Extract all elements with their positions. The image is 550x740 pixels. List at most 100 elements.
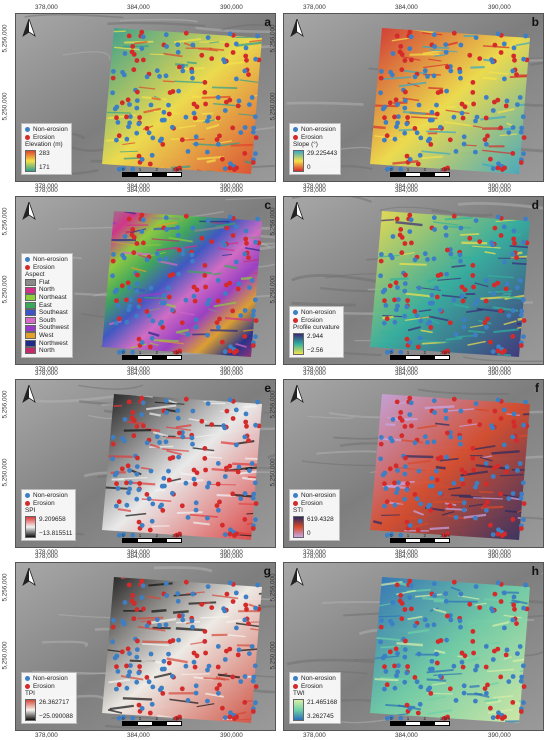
- raster-streak: [401, 69, 428, 75]
- non-erosion-point: [150, 135, 156, 141]
- non-erosion-point: [398, 166, 404, 172]
- non-erosion-point: [243, 411, 249, 417]
- non-erosion-point: [511, 228, 517, 234]
- erosion-point: [177, 64, 182, 70]
- sample-points: [110, 212, 262, 355]
- non-erosion-point: [215, 644, 221, 649]
- non-erosion-point: [193, 317, 199, 323]
- non-erosion-point: [430, 117, 435, 123]
- non-erosion-point: [164, 593, 170, 598]
- raster-streak: [391, 37, 410, 42]
- non-erosion-point: [206, 663, 212, 669]
- raster-streak: [398, 81, 427, 88]
- raster-streak: [178, 124, 196, 129]
- raster-streak: [474, 602, 487, 606]
- erosion-point: [467, 601, 473, 607]
- non-erosion-point: [451, 297, 457, 303]
- non-erosion-point: [425, 257, 430, 262]
- raster-streak: [258, 38, 262, 44]
- ramp-bar: [293, 698, 304, 721]
- non-erosion-point: [206, 480, 212, 486]
- non-erosion-point: [407, 595, 413, 600]
- non-erosion-point: [414, 679, 420, 685]
- non-erosion-point: [157, 440, 162, 445]
- scale-label: 2: [423, 350, 426, 355]
- non-erosion-point: [461, 500, 467, 506]
- raster-streak: [126, 420, 145, 425]
- erosion-point: [125, 97, 131, 103]
- erosion-point: [246, 72, 251, 77]
- sample-points: [378, 212, 530, 355]
- erosion-point: [114, 481, 119, 487]
- erosion-point: [250, 709, 256, 714]
- scale-segments: [122, 172, 182, 177]
- erosion-point: [382, 664, 387, 670]
- raster-streak: [427, 709, 453, 715]
- raster-streak: [217, 673, 240, 679]
- erosion-point: [514, 438, 519, 443]
- x-tick-bottom: 378,000: [35, 549, 58, 556]
- class-swatch: [25, 286, 36, 294]
- erosion-point: [451, 396, 457, 402]
- raster-streak: [141, 643, 169, 647]
- erosion-point: [521, 501, 527, 506]
- non-erosion-point: [227, 580, 233, 586]
- non-erosion-point: [236, 647, 242, 653]
- non-erosion-point: [216, 507, 221, 513]
- non-erosion-point: [422, 251, 428, 257]
- map-legend: Non-erosion Erosion TPI 26.362717 −25.090088: [21, 672, 77, 724]
- sample-points: [378, 395, 530, 538]
- non-erosion-point: [448, 434, 454, 440]
- color-ramp: 619.4328 0: [293, 515, 336, 538]
- raster-streak: [151, 97, 161, 101]
- non-erosion-point: [394, 673, 399, 679]
- erosion-point: [224, 99, 229, 105]
- raster-streak: [422, 596, 447, 602]
- erosion-point: [136, 153, 142, 159]
- erosion-point: [470, 273, 476, 278]
- raster-streak: [451, 264, 466, 268]
- non-erosion-point: [520, 297, 526, 303]
- non-erosion-point: [111, 618, 116, 623]
- raster-streak: [146, 404, 177, 411]
- sample-points: [110, 29, 262, 172]
- non-erosion-point: [191, 110, 197, 116]
- erosion-point: [384, 682, 390, 688]
- non-erosion-point: [395, 651, 400, 656]
- raster-streak: [488, 71, 509, 75]
- non-erosion-point: [222, 657, 228, 662]
- non-erosion-point: [473, 698, 478, 704]
- non-erosion-point: [127, 651, 132, 656]
- raster-streak: [374, 135, 404, 141]
- raster-streak: [484, 698, 499, 703]
- non-erosion-point: [502, 442, 507, 448]
- non-erosion-point: [458, 225, 464, 231]
- non-erosion-point: [425, 440, 430, 445]
- erosion-point: [503, 652, 509, 658]
- erosion-point: [399, 601, 405, 606]
- non-erosion-point: [394, 307, 399, 313]
- erosion-point: [227, 348, 233, 354]
- non-erosion-point: [429, 109, 435, 115]
- non-erosion-point: [205, 667, 210, 673]
- non-erosion-point: [395, 120, 400, 126]
- raster-streak: [418, 309, 432, 313]
- non-erosion-point: [521, 605, 526, 611]
- raster-streak: [205, 455, 223, 459]
- erosion-point: [434, 294, 440, 300]
- erosion-point: [435, 456, 441, 461]
- raster-streak: [428, 58, 442, 62]
- erosion-point: [451, 30, 457, 36]
- x-tick-top: 390,000: [488, 370, 511, 377]
- erosion-point: [125, 646, 131, 652]
- x-tick-top: 384,000: [395, 370, 418, 377]
- erosion-point: [246, 621, 251, 626]
- non-erosion-point: [205, 332, 210, 338]
- raster-streak: [432, 682, 447, 686]
- non-erosion-point: [222, 715, 228, 720]
- scale-segment: [405, 722, 420, 725]
- erosion-point: [224, 225, 230, 231]
- non-erosion-point: [396, 297, 401, 302]
- non-erosion-point: [205, 118, 210, 124]
